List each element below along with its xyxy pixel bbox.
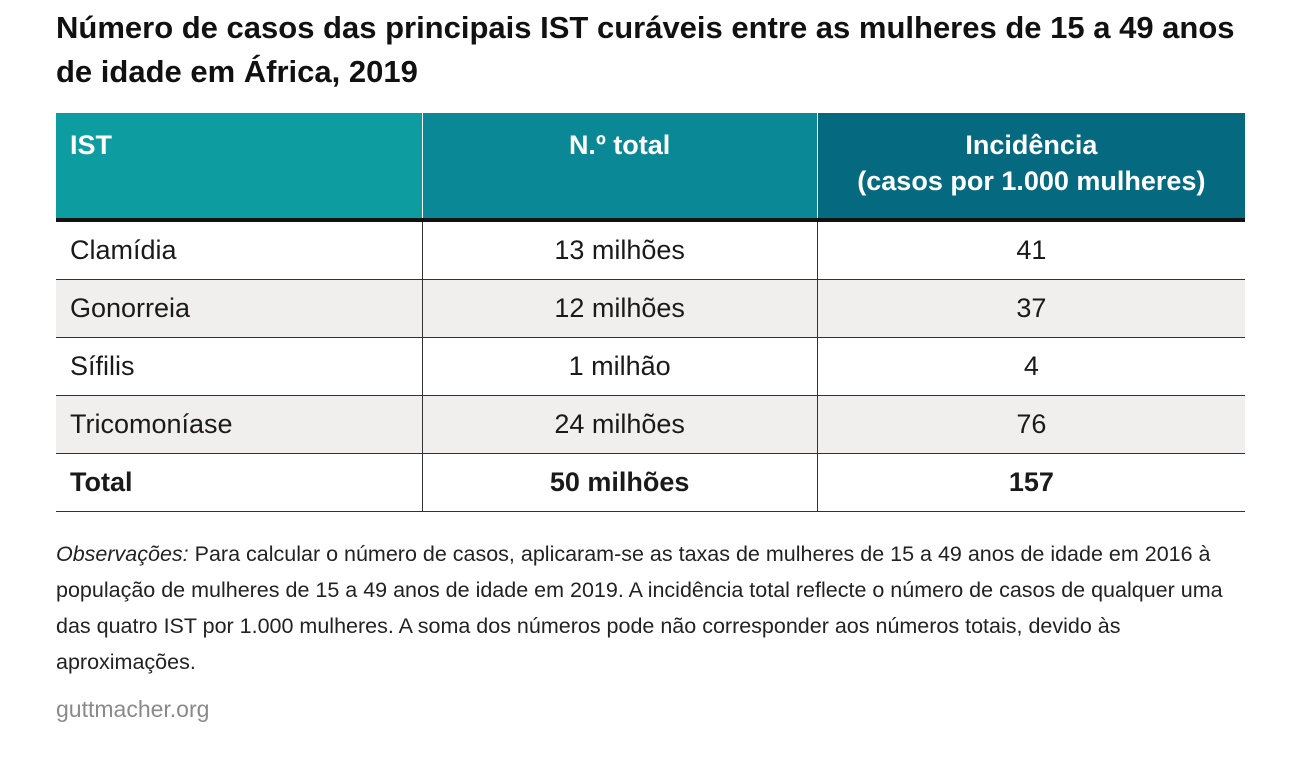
header-ist: IST	[56, 113, 422, 220]
source-credit: guttmacher.org	[56, 696, 210, 722]
cell-incidence: 37	[816, 279, 1245, 338]
header-total: N.º total	[421, 113, 818, 220]
table-header-row: IST N.º total Incidência (casos por 1.00…	[56, 113, 1245, 220]
cell-incidence: 41	[816, 220, 1245, 280]
table-row: Clamídia 13 milhões 41	[56, 220, 1245, 280]
header-total-label: N.º total	[568, 130, 671, 160]
cell-total: 12 milhões	[421, 279, 818, 338]
table-row: Sífilis 1 milhão 4	[56, 337, 1245, 396]
cell-ist: Sífilis	[56, 337, 422, 396]
page-title: Número de casos das principais IST curáv…	[56, 10, 1235, 89]
header-incidence: Incidência (casos por 1.000 mulheres)	[816, 113, 1245, 220]
footnote-text: Para calcular o número de casos, aplicar…	[56, 542, 1223, 674]
cell-ist: Tricomoníase	[56, 395, 422, 454]
header-incidence-line1: Incidência	[965, 130, 1098, 160]
table-row: Gonorreia 12 milhões 37	[56, 279, 1245, 338]
cell-total: 13 milhões	[421, 220, 818, 280]
cell-total-count: 50 milhões	[421, 453, 818, 512]
header-incidence-line2: (casos por 1.000 mulheres)	[857, 166, 1206, 196]
cell-total: 1 milhão	[421, 337, 818, 396]
cell-ist: Gonorreia	[56, 279, 422, 338]
cell-incidence: 4	[816, 337, 1245, 396]
cell-incidence: 76	[816, 395, 1245, 454]
footnote-label: Observações:	[56, 542, 189, 566]
cell-total-label: Total	[56, 453, 422, 512]
table-row: Tricomoníase 24 milhões 76	[56, 395, 1245, 454]
footnote: Observações: Para calcular o número de c…	[56, 536, 1246, 680]
header-incidence-label: Incidência (casos por 1.000 mulheres)	[818, 113, 1245, 199]
cell-ist: Clamídia	[56, 220, 422, 280]
cell-total: 24 milhões	[421, 395, 818, 454]
cell-total-incidence: 157	[816, 453, 1245, 512]
header-ist-label: IST	[70, 130, 113, 160]
table-total-row: Total 50 milhões 157	[56, 453, 1245, 512]
sti-table: IST N.º total Incidência (casos por 1.00…	[56, 113, 1245, 512]
